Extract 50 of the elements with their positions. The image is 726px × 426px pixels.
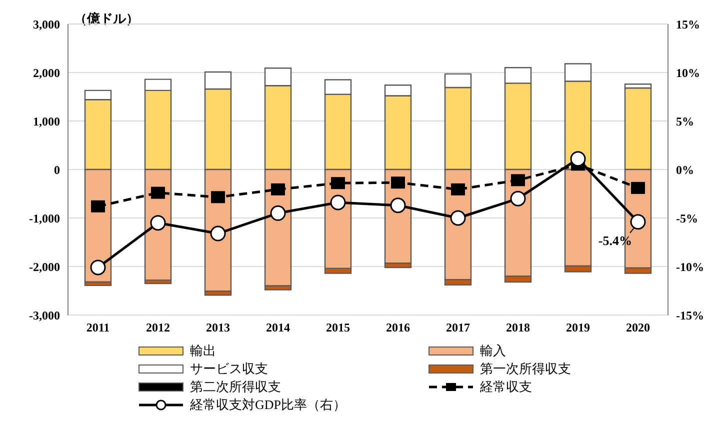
point [210, 226, 226, 242]
legend-label: 第一次所得収支 [480, 360, 571, 378]
point [630, 214, 646, 230]
x-tick-label: 2018 [506, 320, 530, 335]
point [330, 194, 346, 210]
y2-tick-label: 0% [676, 162, 694, 177]
x-tick-label: 2013 [206, 320, 230, 335]
x-tick-label: 2014 [266, 320, 290, 335]
point [450, 210, 466, 226]
x-tick-label: 2012 [146, 320, 170, 335]
y2-tick-label: -10% [676, 260, 704, 274]
x-tick-label: 2015 [326, 320, 350, 335]
point [390, 198, 406, 214]
x-tick-label: 2017 [446, 320, 470, 335]
point [631, 182, 645, 194]
point [150, 215, 166, 231]
legend-label: 輸入 [480, 342, 506, 360]
legend-label: サービス収支 [190, 360, 268, 378]
y-tick-label: 1,000 [33, 114, 60, 128]
point [90, 260, 106, 276]
point [270, 205, 286, 221]
x-tick-label: 2020 [626, 320, 650, 335]
y-tick-label: 2,000 [33, 66, 60, 80]
y2-tick-label: 10% [676, 66, 700, 80]
y-tick-label: -3,000 [29, 308, 60, 322]
legend-label: 経常収支 [480, 378, 532, 396]
point [570, 151, 586, 167]
point [91, 200, 105, 212]
point [151, 186, 165, 199]
y2-tick-label: -5% [676, 211, 698, 226]
point [510, 190, 526, 206]
legend-label: 経常収支対GDP比率（右） [190, 396, 346, 414]
point [211, 191, 225, 204]
y-tick-label: 0 [54, 162, 60, 177]
point [511, 174, 525, 186]
point [271, 183, 285, 196]
y-tick-label: 3,000 [33, 17, 60, 32]
legend-label: 第二次所得収支 [190, 378, 281, 396]
y-tick-label: -2,000 [29, 260, 60, 274]
point [331, 177, 345, 190]
legend-label: 輸出 [190, 342, 216, 360]
y-tick-label: -1,000 [29, 211, 60, 226]
x-tick-label: 2019 [566, 320, 590, 335]
x-tick-label: 2016 [386, 320, 410, 335]
point [391, 176, 405, 189]
y2-tick-label: 5% [676, 114, 694, 128]
y2-tick-label: 15% [676, 17, 700, 32]
point [451, 183, 465, 196]
x-tick-label: 2011 [86, 320, 110, 335]
y2-tick-label: -15% [676, 308, 704, 322]
